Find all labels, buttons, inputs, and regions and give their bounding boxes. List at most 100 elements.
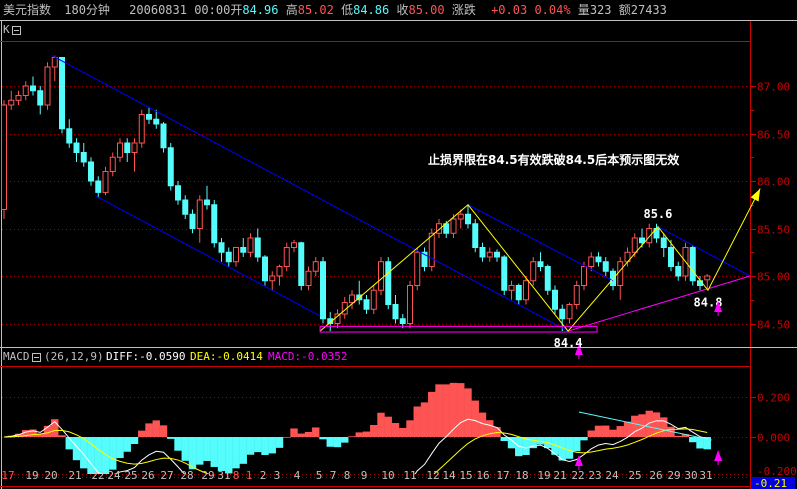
macd-bar-negative: [529, 437, 537, 449]
channel-line: [95, 195, 321, 317]
macd-bar-negative: [123, 437, 131, 452]
candle-down: [160, 122, 167, 153]
macd-bar-positive: [660, 417, 668, 437]
quote-header: 美元指数 180分钟 20060831 00:00开84.96 高85.02 低…: [0, 0, 797, 20]
candle-down: [298, 241, 305, 291]
candle-up: [283, 242, 290, 272]
candle-down: [66, 119, 73, 148]
candle-up: [428, 228, 435, 272]
date-tick-label: 19: [25, 469, 38, 482]
period: 180分钟: [64, 3, 110, 17]
price-tick-label: 85.00: [757, 271, 790, 284]
macd-bar-positive: [138, 430, 146, 437]
macd-bar-negative: [522, 437, 530, 455]
candle-up: [370, 285, 377, 314]
candle-body: [566, 304, 573, 320]
macd-bar-negative: [109, 437, 117, 470]
change-value: +0.03: [491, 3, 528, 17]
date-tick-label: 28: [180, 469, 193, 482]
date-tick-label: 4: [294, 469, 301, 482]
macd-bar-positive: [152, 420, 160, 437]
minus-box-icon[interactable]: [12, 26, 21, 35]
macd-bar-positive: [43, 425, 52, 437]
macd-bar-positive: [645, 410, 653, 437]
candle-body: [334, 313, 341, 324]
macd-bar-negative: [507, 437, 516, 449]
date-tick-label: 12: [426, 469, 439, 482]
macd-bar-negative: [565, 437, 574, 459]
candle-body: [66, 128, 73, 144]
date-tick-label: 1: [246, 469, 253, 482]
date-tick-label: 27: [160, 469, 173, 482]
candle-up: [407, 280, 413, 329]
candle-up: [247, 233, 254, 257]
candle-up: [305, 266, 312, 291]
candle-body: [204, 199, 210, 206]
candle-body: [291, 242, 297, 248]
date-tick-label: 5: [316, 469, 323, 482]
price-tick-label: 86.50: [757, 129, 790, 142]
candle-body: [407, 285, 413, 324]
macd-value: MACD:-0.0352: [268, 350, 347, 363]
candle-body: [421, 251, 428, 267]
candle-body: [385, 261, 392, 305]
macd-bar-negative: [689, 437, 697, 443]
candle-down: [675, 261, 682, 281]
candle-body: [552, 289, 558, 310]
date-tick-label: 8: [344, 469, 351, 482]
date-tick-label: 16: [476, 469, 489, 482]
change-label: 涨跌: [451, 3, 476, 17]
candle-body: [378, 261, 384, 291]
macd-bar-positive: [14, 433, 23, 437]
macd-bar-negative: [319, 437, 327, 440]
macd-bar-negative: [101, 437, 110, 474]
macd-bar-negative: [167, 437, 175, 439]
candle-body: [124, 142, 131, 153]
change-pct: 0.04%: [534, 3, 571, 17]
date-tick-label: 20: [44, 469, 57, 482]
candle-down: [537, 252, 544, 272]
candle-down: [602, 257, 609, 276]
candle-down: [668, 239, 674, 272]
candle-body: [537, 261, 544, 267]
macd-bar-positive: [486, 420, 494, 437]
candle-body: [109, 156, 116, 172]
buy-arrow-icon: [714, 301, 723, 312]
candle-body: [515, 285, 522, 301]
candle-down: [465, 204, 471, 229]
macd-bar-negative: [326, 437, 334, 447]
macd-bar-positive: [304, 431, 313, 437]
candle-up: [566, 302, 573, 324]
candle-body: [175, 185, 181, 201]
candle-body: [370, 289, 377, 310]
candle-down: [559, 304, 566, 332]
candle-body: [349, 294, 355, 304]
macd-bar-positive: [370, 425, 378, 437]
macd-bar-negative: [573, 437, 581, 452]
candle-body: [30, 85, 36, 92]
candle-down: [240, 238, 247, 257]
candle-body: [138, 114, 145, 144]
date-tick-label: 22: [571, 469, 584, 482]
candle-body: [573, 285, 580, 305]
current-macd-value: -0.21: [754, 477, 787, 489]
macd-bar-negative: [239, 437, 247, 464]
macd-bar-positive: [594, 425, 603, 437]
macd-bar-positive: [348, 436, 356, 437]
price-tick-label: 84.50: [757, 319, 790, 332]
candle-up: [646, 223, 653, 248]
price-tick-label: 87.00: [757, 81, 790, 94]
macd-bar-negative: [232, 437, 240, 469]
candle-down: [479, 242, 486, 262]
macd-bar-negative: [217, 437, 226, 471]
minus-box-icon[interactable]: [32, 353, 41, 362]
macd-bar-negative: [333, 437, 342, 448]
macd-bar-negative: [196, 437, 204, 465]
candle-body: [675, 266, 682, 277]
buy-arrow-icon: [714, 450, 723, 461]
candle-up: [138, 109, 145, 148]
dea-value: DEA:-0.0414: [190, 350, 263, 363]
candle-body: [225, 251, 232, 263]
macd-bar-positive: [413, 406, 421, 437]
